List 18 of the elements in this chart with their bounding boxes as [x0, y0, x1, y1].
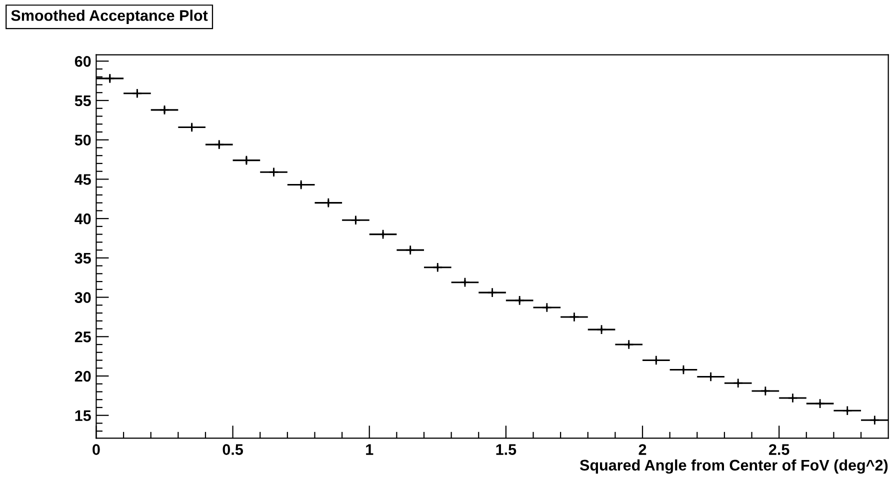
y-tick-label: 55 — [74, 96, 91, 106]
y-tick-label: 30 — [74, 292, 91, 303]
x-tick-label: 1 — [366, 444, 374, 455]
y-tick-label: 15 — [75, 410, 91, 422]
chart-title: Smoothed Acceptance Plot — [11, 10, 208, 24]
x-tick-label: 2 — [638, 444, 646, 455]
y-tick-label: 50 — [74, 134, 91, 146]
x-axis-title: Squared Angle from Center of FoV (deg^2) — [580, 459, 888, 474]
x-tick-label: 2.5 — [768, 444, 790, 455]
y-tick-label: 35 — [74, 252, 91, 264]
y-tick-label: 60 — [74, 56, 91, 67]
y-tick-label: 20 — [74, 370, 91, 382]
x-tick-label: 0 — [92, 444, 100, 455]
x-tick-label: 1.5 — [496, 444, 516, 455]
x-tick-label: 0.5 — [222, 444, 243, 455]
y-tick-label: 40 — [74, 213, 91, 224]
y-tick-label: 45 — [74, 174, 91, 185]
y-tick-label: 25 — [74, 332, 91, 342]
